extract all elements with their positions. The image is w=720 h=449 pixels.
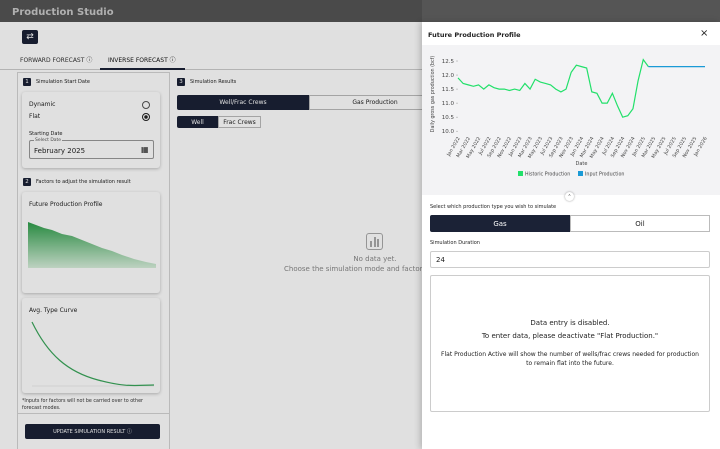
tab[interactable]: FORWARD FORECAST ⓘ <box>20 57 93 64</box>
disabled-box: Data entry is disabled. To enter data, p… <box>430 275 710 412</box>
y-tick-label: 10.0 <box>442 129 455 135</box>
input-value: 24 <box>436 256 445 264</box>
thumbnail <box>31 321 155 387</box>
toggle[interactable]: Oil <box>570 215 710 232</box>
disabled-title: Data entry is disabled. <box>530 319 610 327</box>
date-field[interactable]: Select Date February 2025 ▦ <box>29 138 154 159</box>
empty-text: Choose the simulation mode and factors f <box>284 265 431 273</box>
x-axis-label: Date <box>576 161 588 167</box>
field-label: Simulation Duration <box>430 240 480 246</box>
date-value: February 2025 <box>34 147 86 155</box>
y-tick-label: 12.0 <box>442 73 455 79</box>
tab-active[interactable]: INVERSE FORECAST ⓘ <box>108 57 176 64</box>
y-tick-label: 12.5 <box>442 59 455 65</box>
empty-icon <box>366 233 383 250</box>
factor-card[interactable]: Avg. Type Curve <box>22 298 160 393</box>
field-legend: Select Date <box>34 138 63 143</box>
legend-swatch <box>518 171 523 176</box>
tab-underline <box>100 68 185 70</box>
step-title: Factors to adjust the simulation result <box>36 179 131 185</box>
step-title: Simulation Start Date <box>36 79 90 85</box>
radio-selected[interactable] <box>142 113 150 121</box>
app-title: Production Studio <box>12 7 114 18</box>
chart-area <box>422 45 720 195</box>
radio[interactable] <box>142 101 150 109</box>
card-title: Future Production Profile <box>29 201 103 208</box>
toggle[interactable]: Gas Production <box>309 95 441 110</box>
duration-input[interactable]: 24 <box>430 251 710 268</box>
factor-card[interactable]: Future Production Profile <box>22 192 160 293</box>
legend-swatch <box>578 171 583 176</box>
y-tick-label: 10.5 <box>442 115 455 121</box>
calendar-icon[interactable]: ▦ <box>141 145 149 154</box>
backdrop[interactable] <box>0 0 422 449</box>
header: Production Studio <box>0 0 720 22</box>
empty-title: No data yet. <box>353 255 397 263</box>
toggle-active[interactable]: Gas <box>430 215 570 232</box>
swap-button[interactable]: ⇄ <box>22 30 38 44</box>
step-title: Simulation Results <box>190 79 237 85</box>
card-title: Avg. Type Curve <box>29 307 78 314</box>
collapse-button[interactable]: ⌃ <box>565 192 574 201</box>
disabled-text: To enter data, please deactivate "Flat P… <box>481 332 659 340</box>
chart: 10.0 10.5 11.0 11.5 12.0 12.5 Daily gross gas … <box>430 56 709 178</box>
subtoggle-active[interactable]: Well <box>177 116 218 128</box>
tab-divider <box>0 69 422 70</box>
y-tick-label: 11.0 <box>442 101 455 107</box>
legend-label: Historic Production <box>525 171 570 177</box>
disabled-note: Flat Production Active will show the num… <box>441 351 699 367</box>
step-badge: 1 <box>23 78 31 86</box>
start-date-card: Dynamic Flat Starting Date Select Date F… <box>22 92 160 168</box>
note: *Inputs for factors will not be carried … <box>22 399 144 411</box>
field-label: Starting Date <box>29 131 63 137</box>
field-label: Select which production type you wish to… <box>430 204 557 210</box>
step-badge: 2 <box>23 178 31 186</box>
tab-label: INVERSE FORECAST <box>108 57 168 64</box>
modal: Future Production Profile × 10.0 10.5 11.0… <box>422 22 720 449</box>
update-button[interactable]: UPDATE SIMULATION RESULT ⓘ <box>25 424 160 439</box>
y-axis-label: Daily gross gas production (bcf) <box>430 56 436 133</box>
series-line <box>457 58 649 118</box>
thumbnail <box>28 222 156 268</box>
subtoggle[interactable]: Frac Crews <box>218 116 261 128</box>
option-label: Dynamic <box>29 101 56 108</box>
option-label: Flat <box>29 113 41 120</box>
toggle-active[interactable]: Well/Frac Crews <box>177 95 309 110</box>
left-panel <box>17 72 170 449</box>
divider <box>17 413 170 414</box>
button-label: UPDATE SIMULATION RESULT <box>53 428 126 435</box>
y-tick-label: 11.5 <box>442 87 455 93</box>
tab-label: FORWARD FORECAST <box>20 57 85 64</box>
step-badge: 3 <box>177 78 185 86</box>
legend-label: Input Production <box>585 171 624 177</box>
close-button[interactable]: × <box>700 28 709 39</box>
modal-title: Future Production Profile <box>428 31 521 39</box>
